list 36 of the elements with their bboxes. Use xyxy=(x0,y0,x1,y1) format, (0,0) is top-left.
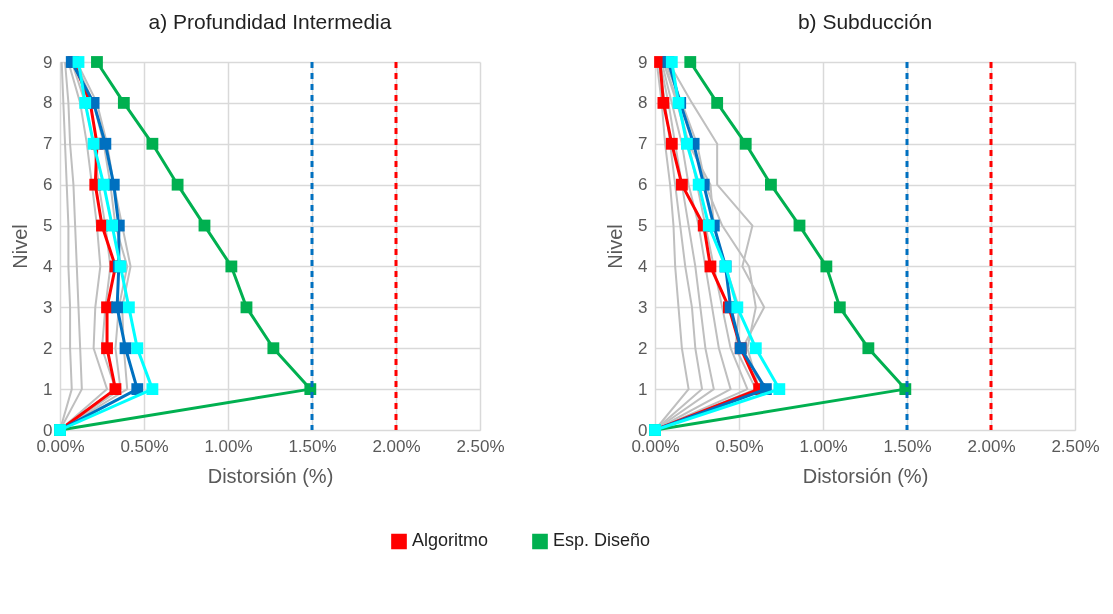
y-tick-label: 6 xyxy=(638,175,648,195)
y-tick-label: 7 xyxy=(43,134,53,154)
y-tick-label: 8 xyxy=(43,93,53,113)
x-tick-label: 1.50% xyxy=(883,436,932,456)
y-tick-label: 5 xyxy=(638,216,648,236)
y-tick-label: 1 xyxy=(638,379,648,399)
x-tick-label: 2.50% xyxy=(456,436,505,456)
y-tick-label: 8 xyxy=(638,93,648,113)
chart-title: a) Profundidad Intermedia xyxy=(148,10,392,33)
x-axis-title: Distorsión (%) xyxy=(207,464,334,487)
y-tick-label: 3 xyxy=(638,297,648,317)
y-axis-title: Nivel xyxy=(9,224,32,269)
x-axis-title: Distorsión (%) xyxy=(802,464,929,487)
y-axis-title: Nivel xyxy=(604,224,627,269)
x-tick-label: 2.50% xyxy=(1051,436,1100,456)
legend-label: Algoritmo xyxy=(412,530,489,551)
y-tick-label: 3 xyxy=(43,297,53,317)
y-tick-label: 6 xyxy=(43,175,53,195)
y-tick-label: 2 xyxy=(638,338,648,358)
chart-title: b) Subducción xyxy=(797,10,933,33)
x-tick-label: 2.00% xyxy=(372,436,421,456)
y-tick-label: 7 xyxy=(638,134,648,154)
y-tick-label: 5 xyxy=(43,216,53,236)
y-tick-label: 9 xyxy=(638,52,648,72)
y-tick-label: 2 xyxy=(43,338,53,358)
y-tick-label: 9 xyxy=(43,52,53,72)
x-tick-label: 2.00% xyxy=(967,436,1016,456)
x-tick-label: 0.50% xyxy=(120,436,169,456)
x-tick-label: 0.50% xyxy=(715,436,764,456)
y-tick-label: 4 xyxy=(43,256,53,276)
x-tick-label: 1.00% xyxy=(204,436,253,456)
y-tick-label: 4 xyxy=(638,256,648,276)
x-tick-label: 1.50% xyxy=(288,436,337,456)
y-tick-label: 1 xyxy=(43,379,53,399)
x-tick-label: 1.00% xyxy=(799,436,848,456)
legend-label: Esp. Diseño xyxy=(553,530,651,551)
